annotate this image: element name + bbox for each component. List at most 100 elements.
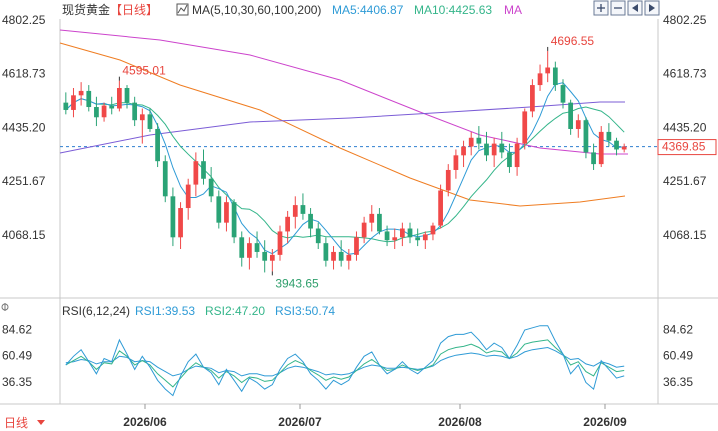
toolbar: [593, 0, 660, 16]
candle-body: [415, 237, 421, 241]
chart-header: 现货黄金 【日线】 MA(5,10,30,60,100,200) MA5:440…: [62, 2, 522, 17]
candle-body: [361, 222, 367, 238]
period-button-label[interactable]: 日线: [4, 416, 28, 430]
candle-body: [614, 140, 619, 150]
candle-body: [147, 114, 153, 129]
candle-body: [178, 208, 183, 238]
candle-body: [300, 205, 306, 214]
candle-body: [453, 155, 459, 170]
candle-body: [78, 90, 84, 96]
candle-body: [568, 102, 574, 129]
candle-body: [346, 254, 352, 261]
annotation-low: 3943.65: [275, 276, 319, 290]
candle-body: [308, 213, 313, 229]
ma100-line: [59, 101, 625, 154]
date-tick-label: 2026/07: [278, 415, 322, 429]
candle-body: [560, 85, 566, 103]
annotation-high-b: 4696.55: [551, 34, 595, 48]
arrow-left-icon[interactable]: [627, 0, 643, 16]
candle-body: [71, 95, 76, 110]
date-axis: 2026/06 2026/07 2026/08 2026/09: [123, 404, 627, 429]
rsi-axis-left: 84.62 60.49 36.35: [2, 322, 32, 389]
candle-body: [514, 143, 520, 168]
candle-body: [377, 213, 382, 232]
candle-body: [484, 143, 489, 156]
price-tick-left: 4251.67: [2, 174, 46, 188]
rsi-tick-right: 36.35: [663, 375, 693, 389]
chevron-down-icon[interactable]: [37, 420, 45, 425]
date-tick-label: 2026/08: [438, 415, 482, 429]
candle-body: [422, 234, 428, 241]
current-price-value: 4369.85: [662, 140, 706, 154]
rsi2-line: [65, 339, 625, 388]
candle-body: [124, 87, 130, 103]
candle-body: [598, 131, 604, 165]
candle-body: [216, 196, 222, 223]
candle-body: [239, 237, 245, 258]
rsi-tick-left: 60.49: [2, 349, 32, 363]
candle-body: [530, 85, 535, 112]
candle-body: [277, 231, 283, 255]
candle-body: [269, 254, 275, 261]
candle-body: [285, 216, 291, 232]
price-tick-right: 4068.15: [663, 228, 707, 242]
candle-body: [201, 161, 206, 179]
rsi1-value: RSI1:39.53: [135, 304, 195, 318]
price-tick-left: 4802.25: [2, 13, 46, 27]
candle-body: [445, 169, 451, 191]
ma-more: MA: [504, 3, 522, 17]
candle-body: [461, 146, 466, 156]
candle-body: [116, 87, 122, 109]
candle-body: [430, 225, 436, 235]
candle-body: [224, 202, 229, 223]
candle-body: [545, 67, 551, 74]
candle-body: [338, 251, 344, 261]
candle-body: [254, 243, 260, 252]
candle-body: [537, 73, 543, 86]
candle-body: [292, 205, 298, 217]
ma60-line: [59, 42, 626, 207]
date-tick-label: 2026/09: [583, 415, 627, 429]
candle-body: [392, 237, 398, 241]
rsi-header: RSI(6,12,24) RSI1:39.53 RSI2:47.20 RSI3:…: [62, 304, 335, 318]
price-axis-left: 4802.25 4618.73 4435.20 4251.67 4068.15: [2, 13, 46, 242]
candle-body: [369, 213, 375, 223]
period-label[interactable]: 【日线】: [110, 3, 158, 17]
candle-body: [86, 90, 92, 108]
price-tick-left: 4068.15: [2, 228, 46, 242]
candle-body: [162, 161, 168, 197]
expand-panel-icon[interactable]: [1, 303, 9, 311]
candle-body: [208, 178, 214, 197]
ma10-value: MA10:4425.63: [414, 3, 492, 17]
rsi2-value: RSI2:47.20: [205, 304, 265, 318]
arrow-right-icon[interactable]: [644, 0, 660, 16]
candle-body: [606, 131, 612, 141]
ma30-line: [59, 29, 628, 155]
candle-body: [407, 228, 413, 238]
zoom-in-icon[interactable]: [593, 0, 609, 16]
candle-body: [101, 105, 107, 118]
instrument-name: 现货黄金: [62, 2, 110, 17]
candle-body: [132, 102, 138, 121]
rsi-tick-right: 60.49: [663, 349, 693, 363]
price-annotations: 4595.01 3943.65 4696.55: [118, 34, 595, 290]
ma5-line: [65, 82, 625, 255]
price-tick-left: 4435.20: [2, 120, 46, 134]
period-button[interactable]: 日线: [4, 416, 45, 430]
zoom-out-icon[interactable]: [610, 0, 626, 16]
price-tick-left: 4618.73: [2, 67, 46, 81]
candle-body: [591, 152, 596, 165]
ma-settings-icon[interactable]: [176, 3, 189, 16]
current-price-tag-box: [657, 139, 717, 156]
candle-body: [499, 143, 505, 153]
candle-body: [231, 202, 237, 238]
candle-body: [583, 120, 589, 153]
candle-body: [621, 146, 627, 150]
rsi3-value: RSI3:50.74: [275, 304, 335, 318]
candle-body: [507, 152, 512, 168]
candle-body: [170, 196, 176, 238]
rsi-axis-right: 84.62 60.49 36.35: [663, 322, 693, 389]
date-tick-label: 2026/06: [123, 415, 167, 429]
candle-body: [399, 228, 405, 238]
